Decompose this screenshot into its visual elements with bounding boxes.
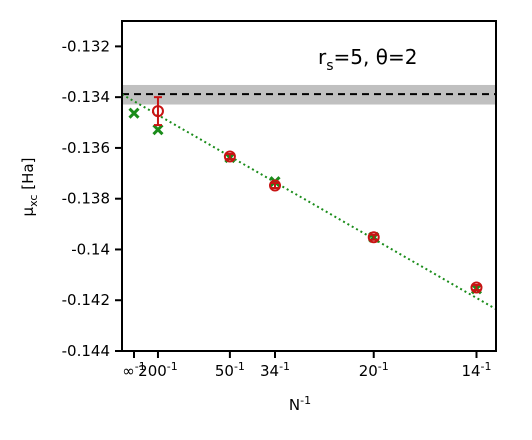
x-tick-label-sup: -1 [279,360,290,373]
x-tick-label: ∞-1 [122,360,145,380]
y-tick-label: -0.136 [62,139,110,157]
circle-marker [269,179,282,192]
x-tick-label: 200-1 [138,360,178,380]
y-tick-label: -0.142 [62,291,110,309]
x-tick-label-sup: -1 [378,360,389,373]
data-point-circle-marker [223,150,236,163]
x-axis-label-base: N [289,396,300,414]
marker-stroke [152,124,164,136]
circle-marker [367,231,380,244]
x-tick-label: 20-1 [359,360,389,380]
data-point-circle-marker [470,281,483,294]
x-tick-label: 50-1 [215,360,245,380]
plot-frame [121,20,497,352]
x-axis-label-sup: -1 [300,394,311,407]
circle-marker [151,105,164,118]
data-point-circle-marker [367,231,380,244]
data-point-x-marker [128,107,140,119]
y-tick-label: -0.138 [62,190,110,208]
marker-stroke [128,107,140,119]
x-tick-label-sup: -1 [481,360,492,373]
x-axis-label: N-1 [289,394,311,414]
x-tick-label-sup: -1 [167,360,178,373]
circle-marker [223,150,236,163]
fit-line [121,93,497,311]
circle-marker [470,281,483,294]
axes: -0.132 -0.134 -0.136 -0.138 -0.14 -0.142 -0.14… [62,37,492,380]
annotation: rs=5, θ=2 [318,45,417,74]
x-tick-label-base: 200 [138,362,167,380]
y-tick-label: -0.132 [62,37,110,55]
y-axis-label-sub: xc [27,195,40,207]
x-tick-label-base: ∞ [122,362,135,380]
marker-stroke [269,176,281,188]
x-tick-label-base: 14 [461,362,480,380]
data-point-circle-marker [269,179,282,192]
x-tick-label-base: 34 [260,362,279,380]
y-axis-label-rest: [Ha] [19,158,37,195]
annotation-rest: =5, θ=2 [334,45,418,69]
y-tick-label: -0.144 [62,342,110,360]
y-tick-label: -0.134 [62,88,110,106]
x-tick-label-sup: -1 [234,360,245,373]
data-marks [128,96,483,295]
y-axis-label-base: μ [19,206,37,216]
x-tick-label: 14-1 [461,360,491,380]
x-tick-label-base: 50 [215,362,234,380]
x-tick-label-sup: -1 [135,360,146,373]
annotation-sub: s [326,58,333,74]
annotation-base: r [318,45,327,69]
y-tick-label: -0.14 [71,240,110,258]
data-point-x-marker [152,124,164,136]
x-tick-label-base: 20 [359,362,378,380]
x-tick-label: 34-1 [260,360,290,380]
data-point-circle-marker [151,96,164,127]
data-point-x-marker [269,176,281,188]
y-axis-label: μxc [Ha] [19,158,40,217]
